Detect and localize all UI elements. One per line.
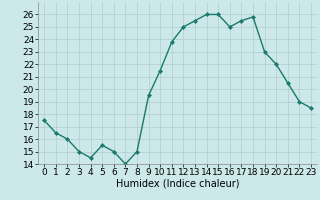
X-axis label: Humidex (Indice chaleur): Humidex (Indice chaleur) bbox=[116, 179, 239, 189]
